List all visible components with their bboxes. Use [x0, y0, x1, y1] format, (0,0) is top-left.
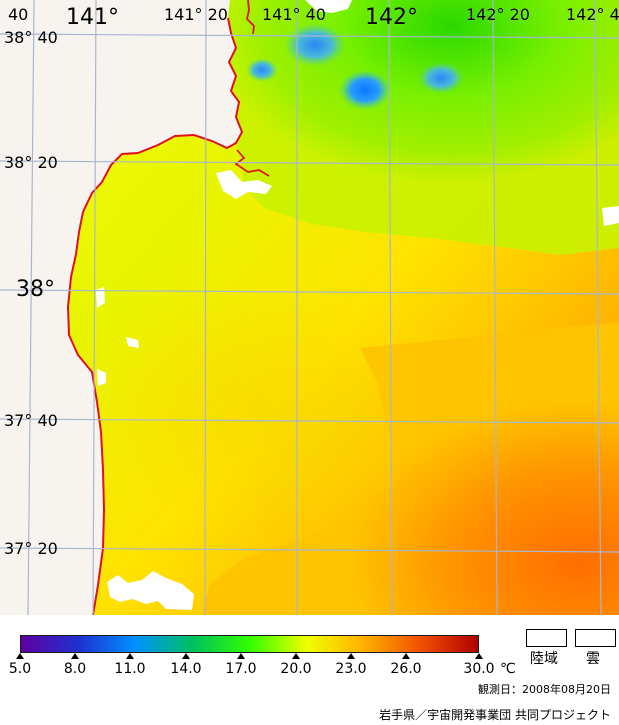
cloud-patch-south	[107, 571, 194, 610]
cloud-patch-bay	[216, 170, 272, 199]
cloud-patch-east	[602, 206, 619, 226]
tick-mark-30	[475, 653, 483, 659]
cool-eddy-1	[284, 23, 346, 67]
central-warm-band	[91, 290, 435, 530]
tick-mark-14	[182, 653, 190, 659]
cool-eddy-2	[339, 70, 391, 110]
project-credit: 岩手県／宇宙開発事業団 共同プロジェクト	[379, 708, 611, 722]
tick-mark-23	[347, 653, 355, 659]
sea-surface-temperature-map: 40 141° 141° 20 141° 40 142° 142° 20 142…	[0, 0, 619, 615]
grid-line-h-37-20	[0, 547, 619, 553]
grid-line-h-38-20	[0, 160, 619, 166]
tick-mark-26	[402, 653, 410, 659]
tick-mark-20	[292, 653, 300, 659]
tick-label-23: 23.0	[335, 661, 367, 677]
cloud-patch-top	[305, 0, 352, 13]
grid-line-h-38	[0, 289, 619, 295]
grid-line-v-142-20	[492, 0, 498, 615]
coastline-main	[66, 17, 244, 615]
observation-date: 観測日：2008年08月20日	[478, 683, 611, 696]
graticule	[0, 0, 619, 615]
tick-label-11: 11.0	[114, 661, 146, 677]
grid-line-v-140-40	[27, 0, 35, 615]
legend-area: 5.0 8.0 11.0 14.0 17.0 20.0 23.0 26.0 30…	[0, 615, 619, 725]
cloud-legend-label: 雲	[586, 651, 600, 667]
map-svg	[0, 0, 619, 615]
temperature-color-scale	[20, 635, 479, 653]
tick-mark-17	[237, 653, 245, 659]
temperature-unit: ℃	[500, 661, 516, 677]
tick-label-20: 20.0	[280, 661, 312, 677]
cool-eddy-3	[418, 62, 464, 94]
grid-line-h-37-40	[0, 418, 619, 424]
cloud-patch-left-3	[97, 369, 106, 386]
cloud-legend-swatch	[575, 629, 616, 647]
coastline-bay-fragment	[234, 149, 270, 177]
tick-label-26: 26.0	[390, 661, 422, 677]
land-legend-label: 陸域	[530, 651, 558, 667]
scale-tick-labels: 5.0 8.0 11.0 14.0 17.0 20.0 23.0 26.0 30…	[0, 661, 619, 679]
tick-label-8: 8.0	[63, 661, 87, 677]
tick-mark-11	[126, 653, 134, 659]
grid-line-v-142-40	[594, 0, 602, 615]
tick-label-17: 17.0	[225, 661, 257, 677]
cloud-patch-left-2	[126, 337, 139, 348]
grid-line-v-142	[388, 0, 393, 615]
grid-line-v-141-20	[204, 0, 207, 615]
grid-line-v-141	[92, 0, 97, 615]
cloud-patch-left-1	[96, 287, 105, 308]
tick-label-14: 14.0	[170, 661, 202, 677]
coastline-north-fragment	[246, 0, 255, 35]
grid-line-h-38-40	[0, 33, 619, 39]
tick-label-30: 30.0	[463, 661, 495, 677]
land-legend-swatch	[526, 629, 567, 647]
cool-eddy-4	[246, 58, 278, 82]
tick-mark-5	[16, 653, 24, 659]
tick-label-5: 5.0	[8, 661, 32, 677]
scale-ticks	[0, 653, 619, 661]
tick-mark-8	[71, 653, 79, 659]
